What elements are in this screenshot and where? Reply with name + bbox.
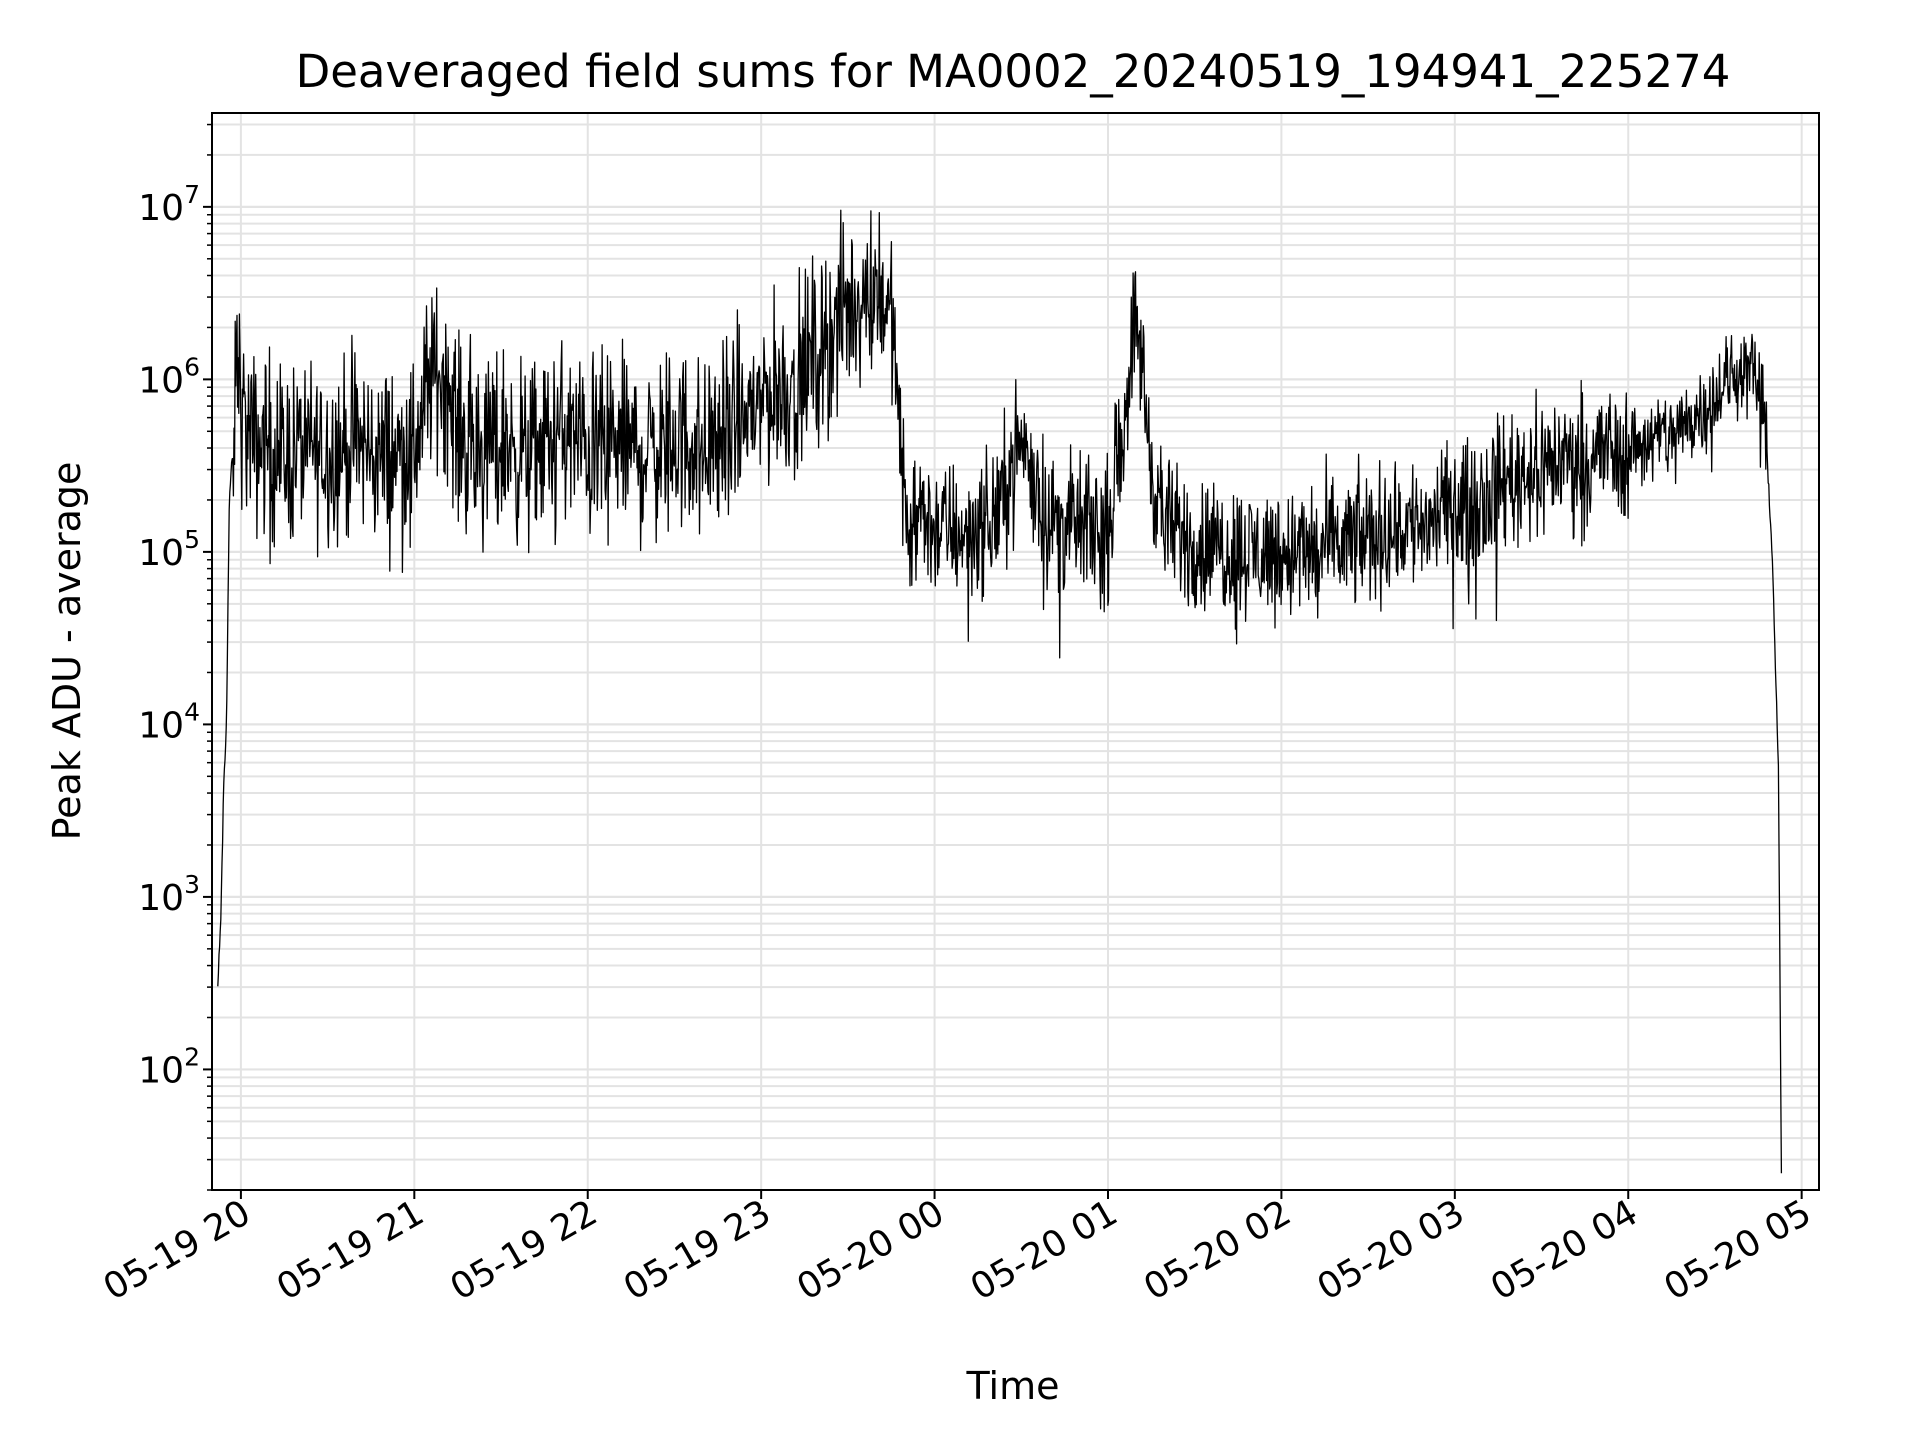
y-tick-base: 10 [138,188,184,229]
y-tick-base: 10 [138,1050,184,1091]
y-tick-exponent: 6 [184,352,200,381]
y-tick-exponent: 3 [184,870,200,899]
y-tick-label: 104 [138,697,200,746]
y-tick-base: 10 [138,705,184,746]
y-axis-label: Peak ADU - average [45,462,89,841]
y-tick-exponent: 2 [184,1042,200,1071]
y-tick-base: 10 [138,878,184,919]
grid [212,113,1819,1191]
series-line [217,209,1783,1174]
y-tick-label: 105 [138,525,200,574]
y-tick-base: 10 [138,533,184,574]
y-tick-label: 107 [138,180,200,229]
y-tick-exponent: 4 [184,697,200,726]
y-tick-label: 106 [138,352,200,401]
y-tick-exponent: 5 [184,525,200,554]
series-layer [217,209,1783,1174]
chart-title: Deaveraged field sums for MA0002_2024051… [296,45,1731,98]
y-tick-label: 102 [138,1042,200,1091]
x-axis-label: Time [966,1364,1060,1408]
y-tick-exponent: 7 [184,180,200,209]
plot-frame [211,112,1820,1191]
y-tick-base: 10 [138,360,184,401]
y-tick-label: 103 [138,870,200,919]
